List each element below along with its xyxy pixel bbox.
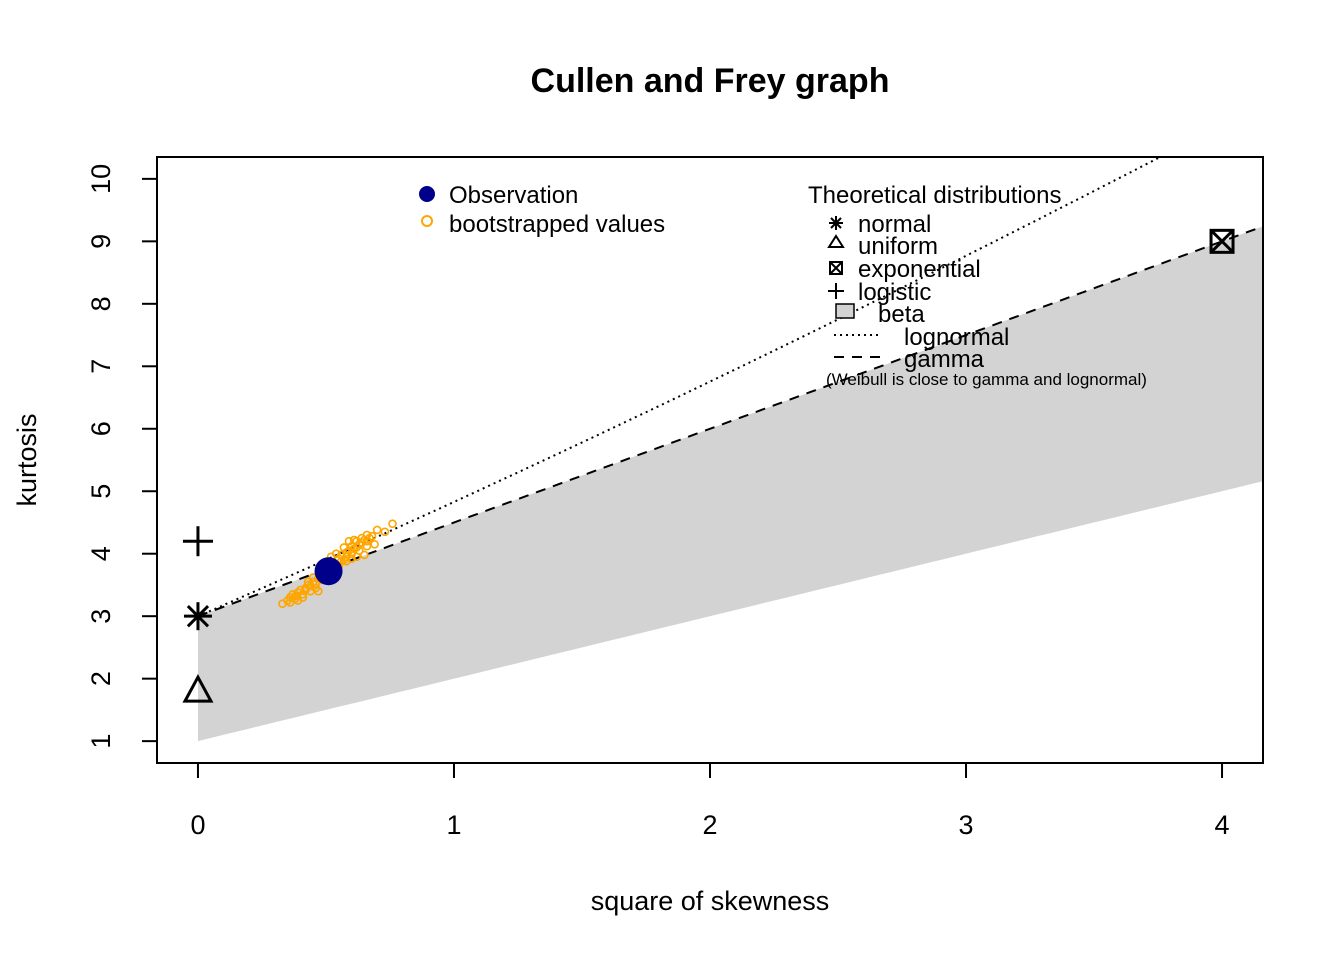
x-tick-label: 3 — [959, 810, 974, 840]
legend-bootstrap-label: bootstrapped values — [449, 211, 665, 238]
bootstrap-point — [372, 525, 382, 535]
x-axis: 0 1 2 3 4 — [190, 762, 1230, 840]
bootstrap-point — [293, 596, 303, 605]
legend-observation-label: Observation — [449, 182, 578, 209]
legend-logistic-label: logistic — [858, 279, 931, 306]
y-tick-label: 6 — [86, 421, 116, 436]
bootstrap-point — [367, 531, 377, 541]
bootstrap-point — [362, 530, 372, 540]
legend-normal-symbol — [829, 216, 843, 230]
bootstrap-point — [303, 577, 313, 587]
legend-bootstrap-symbol — [421, 215, 433, 227]
x-tick-label: 2 — [702, 810, 717, 840]
bootstrap-point — [380, 527, 390, 537]
bootstrap-point — [290, 591, 300, 601]
bootstrap-point — [313, 586, 323, 596]
legend-beta-symbol — [835, 303, 855, 319]
x-tick-label: 4 — [1215, 810, 1230, 840]
bootstrap-point — [301, 585, 310, 595]
y-tick-label: 1 — [86, 734, 116, 749]
bootstrap-point — [296, 585, 305, 595]
legend-theoretical: Theoretical distributions normal uniform… — [808, 182, 1147, 389]
legend-weibull-note: (Weibull is close to gamma and lognormal… — [826, 370, 1147, 389]
legend-exponential-label: exponential — [858, 256, 981, 283]
y-tick-label: 9 — [86, 234, 116, 249]
logistic-marker — [182, 526, 213, 557]
y-tick-label: 4 — [86, 546, 116, 561]
legend-lognormal-label: lognormal — [904, 324, 1009, 351]
bootstrap-point — [285, 598, 295, 607]
legend-observation: Observation bootstrapped values — [419, 182, 665, 238]
legend-theoretical-heading: Theoretical distributions — [808, 182, 1061, 209]
legend-normal-label: normal — [858, 211, 931, 238]
bootstrap-point — [370, 540, 379, 549]
y-tick-label: 8 — [86, 296, 116, 311]
legend-beta-label: beta — [878, 301, 925, 328]
y-tick-label: 10 — [86, 164, 116, 194]
bootstrap-point — [360, 550, 369, 560]
normal-marker — [183, 602, 212, 631]
bootstrap-point — [388, 519, 397, 529]
chart-title: Cullen and Frey graph — [531, 62, 890, 100]
lognormal-line — [197, 157, 1163, 618]
legend-observation-symbol — [419, 186, 435, 202]
exponential-marker — [1209, 228, 1235, 254]
y-tick-label: 2 — [86, 671, 116, 686]
y-tick-label: 3 — [86, 609, 116, 624]
bootstrap-point — [339, 543, 349, 552]
y-tick-label: 5 — [86, 484, 116, 499]
y-axis: 1 2 3 4 5 6 7 8 9 10 — [86, 164, 158, 749]
bootstrap-point — [354, 546, 364, 555]
x-tick-label: 1 — [446, 810, 461, 840]
bootstrap-point — [331, 549, 341, 559]
bootstrap-point — [347, 554, 356, 564]
gamma-line — [197, 225, 1263, 618]
bootstrap-point — [362, 541, 372, 551]
theoretical-markers — [182, 228, 1235, 703]
observation-point — [314, 557, 343, 586]
legend-uniform-symbol — [827, 234, 845, 248]
plot-area — [197, 157, 1263, 742]
legend-exponential-symbol — [829, 261, 843, 275]
legend-gamma-label: gamma — [904, 346, 985, 373]
x-tick-label: 0 — [190, 810, 205, 840]
bootstrap-point — [349, 535, 359, 545]
y-axis-label: kurtosis — [12, 413, 42, 506]
uniform-marker — [182, 674, 214, 703]
legend-uniform-label: uniform — [858, 233, 938, 260]
y-tick-label: 7 — [86, 359, 116, 374]
legend-logistic-symbol — [828, 283, 844, 299]
beta-region — [198, 226, 1263, 742]
bootstrap-point — [344, 536, 354, 546]
x-axis-label: square of skewness — [591, 886, 830, 916]
